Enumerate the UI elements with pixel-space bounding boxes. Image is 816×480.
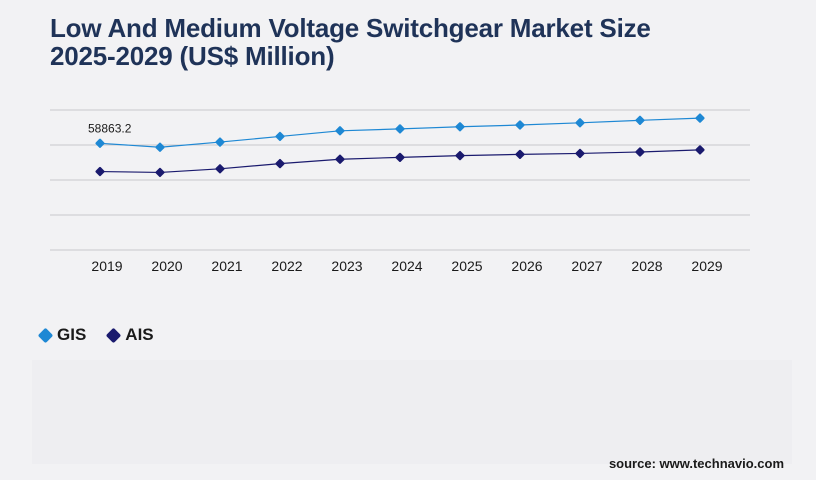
data-point-gis — [395, 124, 405, 134]
x-tick-label: 2022 — [271, 258, 302, 274]
chart-title: Low And Medium Voltage Switchgear Market… — [50, 14, 750, 70]
data-point-gis — [215, 137, 225, 147]
chart-title-line-1: Low And Medium Voltage Switchgear Market… — [50, 13, 651, 43]
x-tick-label: 2021 — [211, 258, 242, 274]
x-tick-label: 2028 — [631, 258, 662, 274]
data-point-ais — [155, 167, 165, 178]
data-point-gis — [335, 126, 345, 136]
gis-legend-marker — [37, 327, 54, 343]
legend-item-gis[interactable]: GIS — [37, 325, 87, 345]
x-tick-label: 2019 — [91, 258, 122, 274]
data-point-ais — [695, 145, 705, 155]
gridlines — [50, 109, 750, 251]
data-point-ais — [275, 159, 285, 169]
data-point-ais — [215, 164, 225, 174]
x-tick-label: 2024 — [391, 258, 422, 274]
legend-item-ais[interactable]: AIS — [106, 325, 154, 345]
data-point-gis — [455, 122, 465, 132]
labels-layer: 2019 2020 2021 2022 2023 2024 2025 2026 2027 2028… — [88, 121, 723, 274]
data-point-ais — [575, 148, 585, 159]
data-point-ais — [95, 166, 105, 177]
data-label: 58863.2 — [88, 121, 132, 135]
x-tick-label: 2026 — [511, 258, 542, 274]
legend: GIS AIS — [37, 324, 154, 346]
gis-legend-label: GIS — [57, 325, 87, 344]
data-point-ais — [515, 149, 525, 159]
ais-legend-label: AIS — [125, 325, 154, 344]
x-tick-label: 2023 — [331, 258, 362, 274]
x-tick-label: 2020 — [151, 258, 182, 274]
bottom-panel — [32, 360, 792, 464]
ais-legend-marker — [106, 327, 122, 343]
x-tick-label: 2029 — [691, 258, 722, 274]
data-point-gis — [695, 113, 705, 123]
data-point-gis — [155, 142, 165, 152]
x-tick-label: 2027 — [571, 258, 602, 274]
data-point-gis — [515, 120, 525, 130]
data-point-gis — [95, 138, 105, 148]
data-point-gis — [275, 131, 285, 142]
data-point-ais — [335, 154, 345, 164]
source-credit: source: www.technavio.com — [608, 456, 784, 471]
data-point-ais — [395, 152, 405, 162]
data-point-ais — [455, 151, 465, 161]
data-point-gis — [635, 115, 645, 125]
data-point-gis — [575, 118, 585, 128]
x-tick-label: 2025 — [451, 258, 482, 274]
chart-title-line-2: 2025-2029 (US$ Million) — [50, 41, 335, 71]
data-point-ais — [635, 147, 645, 157]
series-layer — [95, 113, 705, 178]
